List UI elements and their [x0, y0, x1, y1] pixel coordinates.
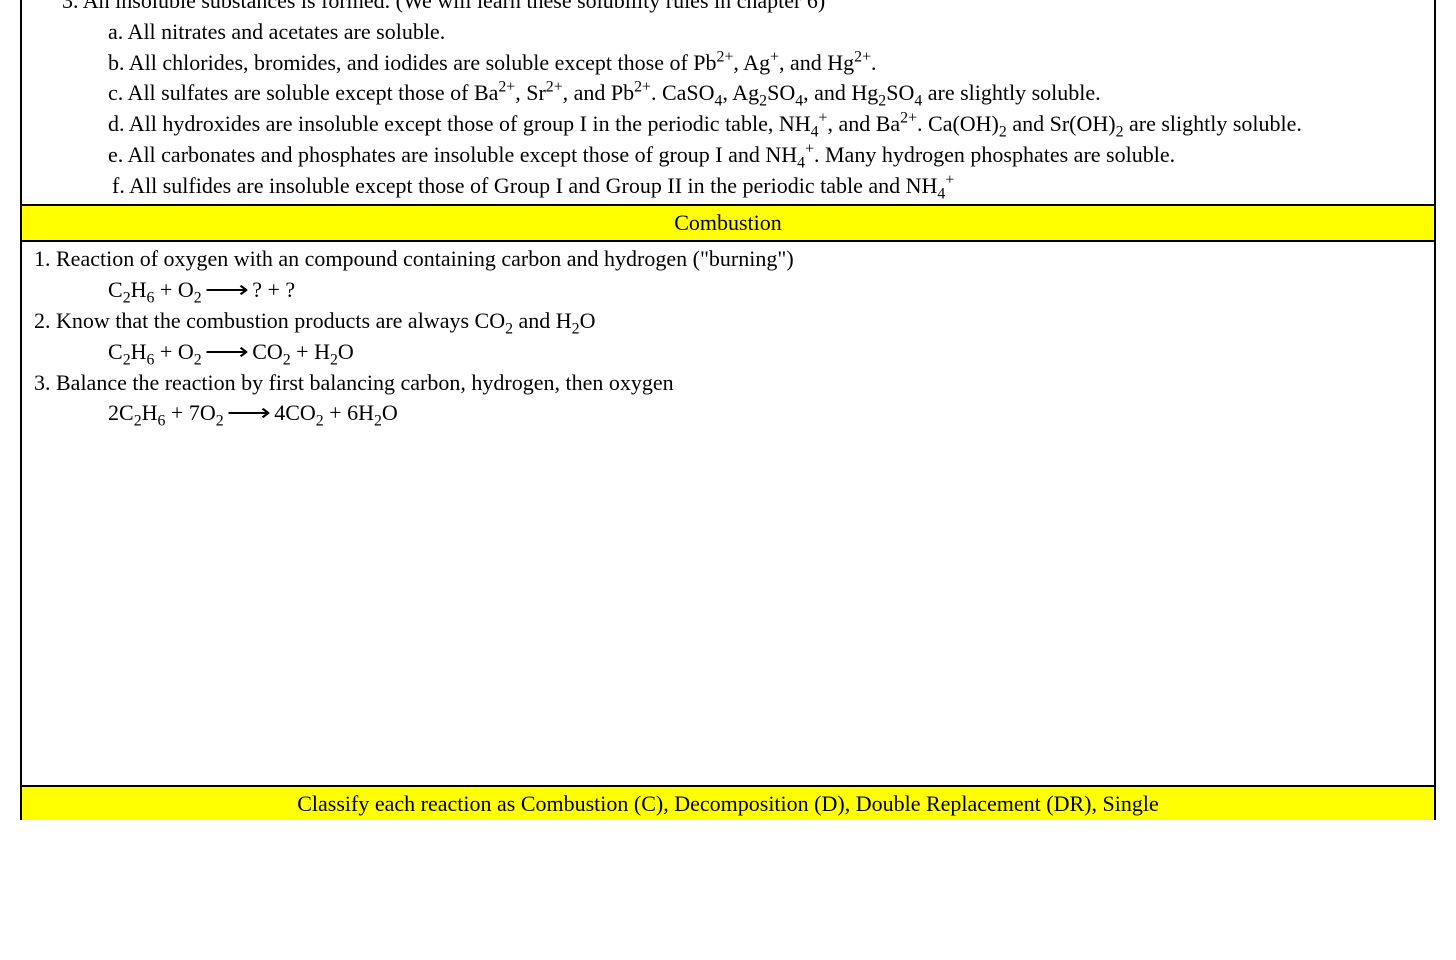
rule-3c: c. All sulfates are soluble except those… [28, 78, 1428, 109]
rule-3b: b. All chlorides, bromides, and iodides … [28, 48, 1428, 79]
combustion-cell: 1. Reaction of oxygen with an compound c… [21, 241, 1435, 786]
combustion-step-1: 1. Reaction of oxygen with an compound c… [28, 244, 1428, 275]
arrow-icon: ⟶ [227, 398, 271, 429]
arrow-icon: ⟶ [205, 275, 249, 306]
rule-3f: f. All sulfides are insoluble except tho… [28, 171, 1428, 202]
arrow-icon: ⟶ [205, 337, 249, 368]
combustion-step-2: 2. Know that the combustion products are… [28, 306, 1428, 337]
combustion-eq-3: 2C2H6 + 7O2 ⟶ 4CO2 + 6H2O [28, 398, 1428, 429]
rule-3d: d. All hydroxides are insoluble except t… [28, 109, 1428, 140]
rule-3e: e. All carbonates and phosphates are ins… [28, 140, 1428, 171]
combustion-eq-2: C2H6 + O2 ⟶ CO2 + H2O [28, 337, 1428, 368]
rule-3a-text: a. All nitrates and acetates are soluble… [108, 19, 445, 44]
combustion-header: Combustion [21, 205, 1435, 242]
combustion-eq-1: C2H6 + O2 ⟶ ? + ? [28, 275, 1428, 306]
rule-3a: a. All nitrates and acetates are soluble… [28, 17, 1428, 48]
classify-header-text: Classify each reaction as Combustion (C)… [297, 791, 1158, 816]
rule-3: 3. An insoluble substances is formed. (W… [28, 0, 1428, 17]
combustion-step-3: 3. Balance the reaction by first balanci… [28, 368, 1428, 399]
classify-header: Classify each reaction as Combustion (C)… [21, 786, 1435, 820]
solubility-rules-cell: 2. An unionized substance such as H2O or… [21, 0, 1435, 205]
rule-3-text: 3. An insoluble substances is formed. (W… [62, 0, 825, 13]
combustion-header-text: Combustion [674, 210, 782, 235]
